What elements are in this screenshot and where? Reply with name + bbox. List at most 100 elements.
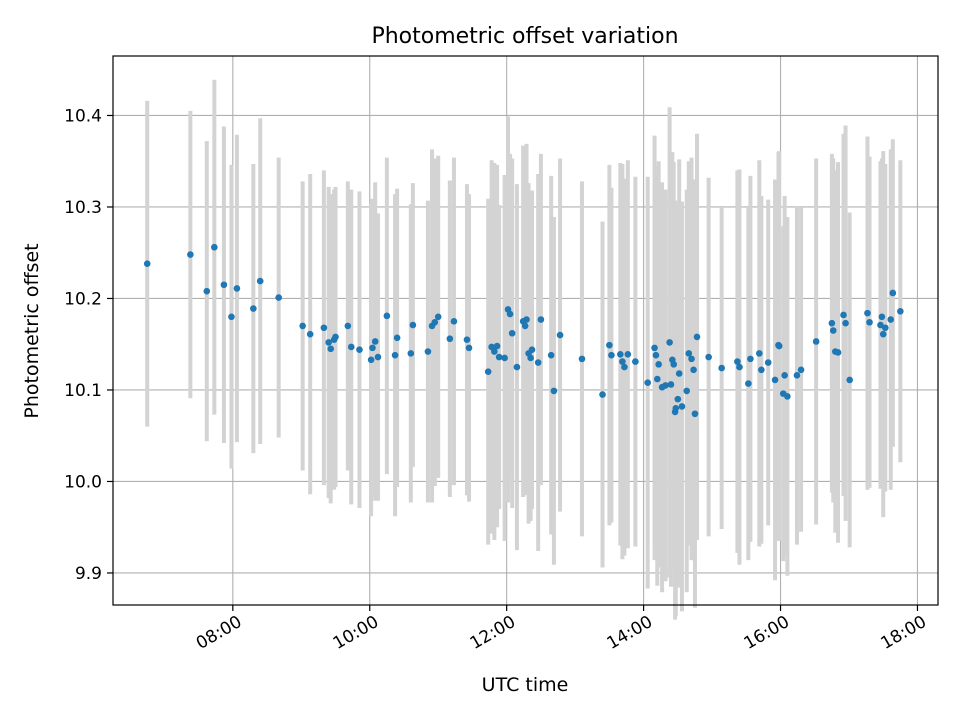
y-tick-label: 10.4 bbox=[64, 106, 102, 126]
data-point bbox=[143, 260, 151, 268]
data-point bbox=[407, 350, 415, 357]
data-point bbox=[881, 324, 889, 332]
data-point bbox=[203, 287, 211, 295]
data-point bbox=[693, 333, 701, 341]
data-point bbox=[653, 375, 661, 383]
data-point bbox=[556, 331, 564, 339]
data-point bbox=[599, 391, 606, 398]
data-point bbox=[644, 379, 652, 386]
data-point bbox=[371, 338, 379, 345]
data-point bbox=[347, 343, 355, 351]
data-point bbox=[465, 344, 473, 352]
data-point bbox=[187, 251, 194, 258]
data-point bbox=[674, 395, 682, 403]
y-tick-label: 10.0 bbox=[64, 472, 102, 492]
y-tick-label: 10.3 bbox=[64, 198, 102, 218]
data-point bbox=[431, 318, 439, 326]
data-point bbox=[840, 311, 847, 319]
data-point bbox=[718, 364, 725, 372]
data-point bbox=[747, 355, 754, 363]
data-point bbox=[866, 318, 873, 326]
data-point bbox=[685, 350, 693, 357]
data-point bbox=[683, 387, 691, 395]
data-point bbox=[688, 355, 695, 363]
data-point bbox=[356, 346, 363, 354]
data-point bbox=[736, 363, 743, 371]
data-point bbox=[528, 346, 536, 354]
data-point bbox=[678, 403, 686, 410]
data-point bbox=[670, 361, 678, 368]
data-point bbox=[521, 322, 529, 330]
y-axis-ticks: 9.9 10.0 10.1 10.2 10.3 10.4 bbox=[64, 106, 113, 584]
data-point bbox=[756, 350, 763, 357]
data-point bbox=[675, 370, 683, 377]
data-point bbox=[624, 350, 632, 358]
data-point bbox=[367, 356, 375, 364]
data-point bbox=[878, 313, 886, 321]
data-point bbox=[775, 342, 783, 350]
data-point bbox=[493, 342, 501, 350]
data-point bbox=[434, 313, 442, 321]
data-point bbox=[781, 372, 788, 379]
data-point bbox=[495, 353, 503, 361]
data-point bbox=[506, 310, 514, 318]
data-point bbox=[320, 324, 328, 332]
data-point bbox=[550, 387, 558, 395]
data-point bbox=[879, 330, 887, 338]
data-point bbox=[834, 349, 842, 356]
data-point bbox=[578, 355, 586, 363]
data-point bbox=[619, 358, 626, 365]
data-point bbox=[325, 339, 332, 346]
data-point bbox=[828, 319, 836, 327]
data-point bbox=[256, 277, 264, 285]
x-axis-label: UTC time bbox=[482, 674, 569, 696]
data-point bbox=[771, 376, 779, 384]
data-point bbox=[864, 309, 871, 317]
data-point bbox=[734, 358, 741, 365]
data-point bbox=[672, 404, 680, 412]
data-point bbox=[655, 361, 662, 368]
data-point bbox=[484, 368, 492, 375]
data-point bbox=[306, 330, 314, 338]
data-point bbox=[327, 345, 335, 353]
data-point bbox=[513, 363, 521, 371]
data-point bbox=[527, 354, 534, 362]
data-point bbox=[233, 285, 241, 292]
data-point bbox=[250, 305, 257, 312]
data-point bbox=[446, 335, 454, 343]
data-point bbox=[877, 321, 884, 329]
data-point bbox=[632, 358, 639, 365]
data-point bbox=[228, 313, 235, 321]
data-points bbox=[143, 243, 904, 418]
data-point bbox=[667, 381, 675, 388]
data-point bbox=[211, 243, 218, 251]
data-point bbox=[606, 341, 613, 349]
data-point bbox=[793, 372, 801, 379]
data-point bbox=[463, 336, 471, 343]
data-point bbox=[897, 307, 904, 315]
y-tick-label: 9.9 bbox=[75, 564, 102, 584]
data-point bbox=[409, 321, 417, 329]
data-point bbox=[621, 363, 628, 371]
chart-title: Photometric offset variation bbox=[371, 24, 678, 49]
data-point bbox=[275, 294, 282, 301]
data-point bbox=[344, 322, 352, 330]
data-point bbox=[690, 366, 697, 374]
data-point bbox=[812, 338, 820, 345]
data-point bbox=[797, 366, 805, 374]
data-point bbox=[383, 312, 391, 320]
data-point bbox=[758, 366, 765, 374]
data-point bbox=[666, 339, 673, 346]
data-point bbox=[393, 334, 401, 342]
data-point bbox=[705, 353, 712, 361]
y-tick-label: 10.1 bbox=[64, 381, 102, 401]
data-point bbox=[651, 344, 658, 352]
data-point bbox=[617, 350, 624, 358]
data-point bbox=[652, 351, 660, 359]
data-point bbox=[547, 351, 555, 359]
data-point bbox=[608, 351, 615, 359]
data-point bbox=[299, 322, 306, 330]
data-point bbox=[764, 359, 772, 366]
data-point bbox=[534, 359, 542, 366]
